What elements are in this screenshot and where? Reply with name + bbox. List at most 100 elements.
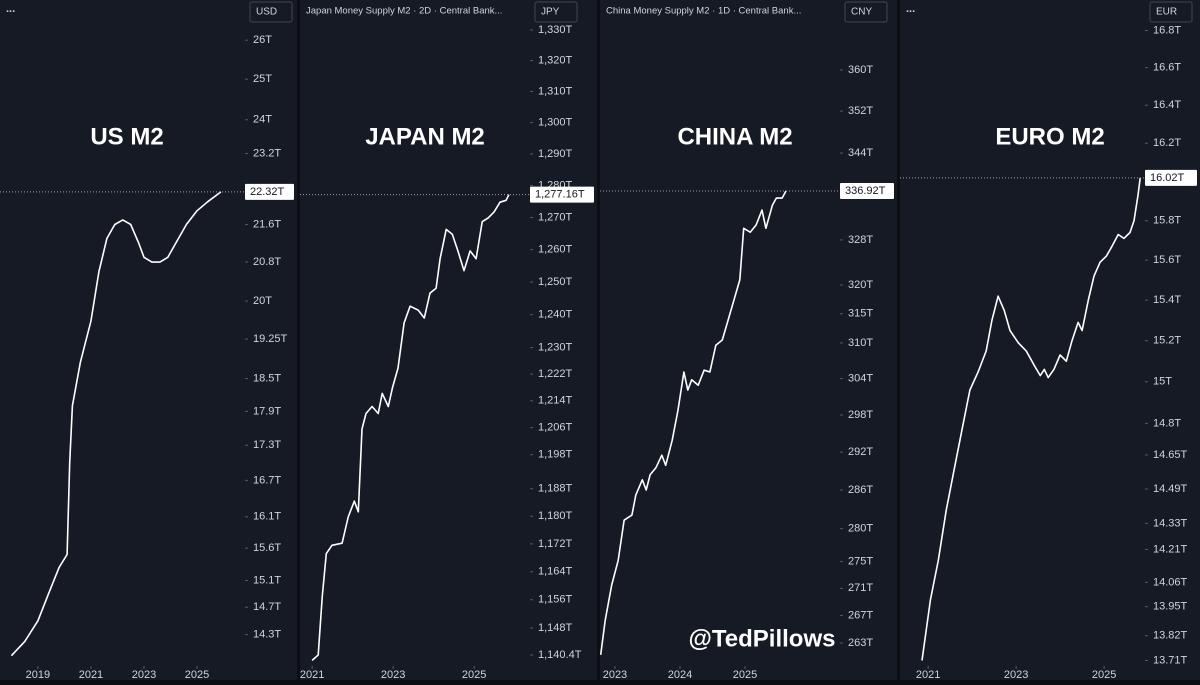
- chart-title: US M2: [90, 123, 163, 150]
- y-tick-label: 1,310T: [538, 85, 573, 97]
- last-value-box: [1145, 169, 1197, 186]
- y-tick-label: 298T: [848, 409, 873, 421]
- y-tick-label: 1,214T: [538, 395, 573, 407]
- y-tick-label: 24T: [253, 114, 272, 126]
- source-label: China Money Supply M2 · 1D · Central Ban…: [606, 6, 801, 17]
- y-tick-label: 286T: [848, 484, 873, 496]
- y-tick-label: 26T: [253, 34, 272, 46]
- x-tick-label: 2025: [733, 669, 757, 680]
- y-tick-label: 16.8T: [1153, 24, 1181, 36]
- panel-background: [600, 0, 897, 680]
- x-tick-label: 2021: [916, 669, 940, 680]
- panel-background: [300, 0, 597, 680]
- y-tick-label: 14.21T: [1153, 543, 1188, 555]
- last-value-label: 1,277.16T: [535, 189, 585, 201]
- y-tick-label: 15.1T: [253, 574, 281, 586]
- y-tick-label: 1,290T: [538, 148, 573, 160]
- y-tick-label: 280T: [848, 523, 873, 535]
- y-tick-label: 1,206T: [538, 422, 573, 434]
- chart-panel: 1,330T1,320T1,310T1,300T1,290T1,280T1,27…: [300, 0, 597, 681]
- y-tick-label: 15.4T: [1153, 294, 1181, 306]
- chart-title: JAPAN M2: [365, 123, 485, 150]
- y-tick-label: 263T: [848, 637, 873, 649]
- y-tick-label: 360T: [848, 64, 873, 76]
- y-tick-label: 1,250T: [538, 276, 573, 288]
- y-tick-label: 19.25T: [253, 333, 288, 345]
- y-tick-label: 15.6T: [1153, 254, 1181, 266]
- currency-box: [1149, 1, 1193, 23]
- y-tick-label: 1,260T: [538, 244, 573, 256]
- x-tick-label: 2023: [132, 669, 156, 680]
- y-tick-label: 1,188T: [538, 483, 573, 495]
- panel-background: [900, 0, 1200, 680]
- y-tick-label: 14.49T: [1153, 483, 1188, 495]
- y-tick-label: 15.8T: [1153, 215, 1181, 227]
- data-line: [311, 194, 510, 661]
- y-tick-label: 352T: [848, 105, 873, 117]
- y-tick-label: 13.82T: [1153, 630, 1188, 642]
- chart-title: CHINA M2: [677, 123, 792, 150]
- chart-panel: 26T 25T 24T 23.2T 21.6T 20.8T 20T 19.25T 18.5T 17…: [0, 0, 297, 681]
- y-tick-label: 310T: [848, 337, 873, 349]
- y-tick-label: 1,222T: [538, 368, 573, 380]
- x-tick-label: 2023: [1004, 669, 1028, 680]
- y-tick-label: 304T: [848, 373, 873, 385]
- y-tick-label: 21.6T: [253, 218, 281, 230]
- data-line: [10, 191, 222, 657]
- y-tick-label: 20T: [253, 295, 272, 307]
- y-tick-label: 14.3T: [253, 629, 281, 641]
- y-tick-label: 16.7T: [253, 474, 281, 486]
- y-tick-label: 1,330T: [538, 24, 573, 36]
- x-tick-label: 2023: [381, 669, 405, 680]
- y-tick-label: 16.4T: [1153, 99, 1181, 111]
- chart-title: EURO M2: [995, 123, 1104, 150]
- currency-box: [844, 1, 888, 23]
- y-tick-label: 1,270T: [538, 211, 573, 223]
- menu-dots: ...: [6, 3, 15, 15]
- y-tick-label: 15.2T: [1153, 335, 1181, 347]
- y-tick-label: 1,300T: [538, 117, 573, 129]
- y-tick-label: 14.33T: [1153, 517, 1188, 529]
- y-tick-label: 13.95T: [1153, 601, 1188, 613]
- y-tick-label: 1,180T: [538, 510, 573, 522]
- y-tick-label: 14.06T: [1153, 576, 1188, 588]
- source-label: Japan Money Supply M2 · 2D · Central Ban…: [306, 6, 502, 17]
- y-tick-label: 1,140.4T: [538, 649, 582, 661]
- data-line: [599, 190, 787, 655]
- currency-label: USD: [256, 7, 277, 18]
- y-tick-label: 1,148T: [538, 622, 573, 634]
- y-tick-label: 23.2T: [253, 147, 281, 159]
- watermark: @TedPillows: [689, 625, 836, 652]
- y-tick-label: 15.6T: [253, 542, 281, 554]
- y-tick-label: 16.6T: [1153, 62, 1181, 74]
- y-tick-label: 320T: [848, 279, 873, 291]
- last-value-box: [840, 182, 894, 199]
- last-value-box: [530, 186, 594, 203]
- currency-box: [534, 1, 578, 23]
- x-tick-label: 2025: [1092, 669, 1116, 680]
- currency-label: JPY: [541, 7, 560, 18]
- y-tick-label: 1,164T: [538, 566, 573, 578]
- currency-label: EUR: [1156, 7, 1177, 18]
- x-tick-label: 2024: [668, 669, 692, 680]
- y-tick-label: 14.8T: [1153, 417, 1181, 429]
- last-value-label: 336.92T: [845, 185, 886, 197]
- y-tick-label: 17.9T: [253, 405, 281, 417]
- x-tick-label: 2019: [26, 669, 50, 680]
- y-tick-label: 25T: [253, 73, 272, 85]
- y-tick-label: 15T: [1153, 376, 1172, 388]
- x-tick-label: 2023: [603, 669, 627, 680]
- data-line: [921, 177, 1141, 661]
- y-tick-label: 1,172T: [538, 538, 573, 550]
- x-tick-label: 2021: [300, 669, 324, 680]
- y-tick-label: 344T: [848, 147, 873, 159]
- x-tick-label: 2021: [79, 669, 103, 680]
- last-value-label: 16.02T: [1150, 172, 1185, 184]
- currency-box: [249, 1, 293, 23]
- y-tick-label: 1,230T: [538, 341, 573, 353]
- y-tick-label: 271T: [848, 582, 873, 594]
- last-value-label: 22.32T: [250, 186, 285, 198]
- menu-dots: ...: [906, 3, 915, 15]
- y-tick-label: 14.65T: [1153, 449, 1188, 461]
